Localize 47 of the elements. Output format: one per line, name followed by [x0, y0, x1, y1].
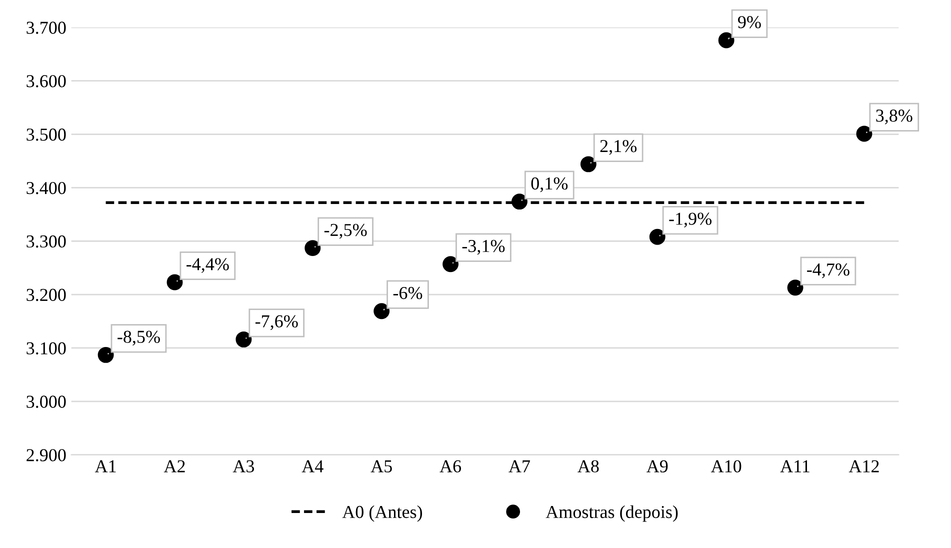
- x-tick-label: A8: [578, 460, 599, 472]
- annotation: -4,4%: [186, 258, 229, 273]
- x-tick-label: A10: [710, 460, 742, 472]
- x-tick-label: A9: [646, 460, 668, 472]
- point: [718, 32, 734, 48]
- point: [856, 126, 872, 142]
- y-tick-label: 3.200: [26, 288, 66, 302]
- x-tick-label: A7: [508, 460, 530, 472]
- point: [649, 228, 666, 245]
- annotation: -1,9%: [669, 212, 712, 228]
- y-tick-label: 3.100: [26, 342, 66, 354]
- y-tick-label: 3.700: [26, 22, 66, 34]
- x-tick-label: A11: [780, 460, 810, 472]
- point: [787, 280, 804, 296]
- x-tick-label: A2: [164, 460, 185, 472]
- point: [98, 346, 114, 363]
- point: [512, 194, 528, 210]
- x-tick-label: A1: [94, 460, 116, 472]
- annotation: 9%: [738, 16, 761, 28]
- point: [236, 331, 252, 348]
- annotation: -8,5%: [118, 330, 160, 346]
- point: [166, 274, 183, 290]
- annotation: 0,1%: [531, 177, 568, 192]
- y-tick-label: 3.400: [26, 182, 66, 194]
- x-tick-label: A12: [848, 460, 879, 472]
- x-tick-label: A4: [302, 460, 324, 472]
- y-tick-label: 3.300: [26, 235, 66, 248]
- annotation: -3,1%: [462, 240, 505, 255]
- point: [304, 240, 321, 256]
- x-tick-label: A3: [232, 460, 254, 472]
- y-tick-label: 3.600: [26, 75, 66, 88]
- y-tick-label: 3.000: [26, 396, 66, 408]
- x-tick-label: A5: [370, 460, 392, 472]
- annotation: -7,6%: [255, 315, 298, 330]
- annotation: 3,8%: [876, 110, 912, 124]
- legend-label: Amostras (depois): [546, 505, 678, 522]
- point: [580, 156, 596, 172]
- x-tick-label: A6: [440, 460, 462, 472]
- point: [374, 303, 390, 320]
- y-tick-label: 3.500: [26, 128, 66, 141]
- annotation: -2,5%: [324, 224, 367, 239]
- legend-label: A0 (Antes): [342, 505, 422, 522]
- annotation: -6%: [393, 286, 422, 300]
- annotation: -4,7%: [807, 263, 850, 278]
- y-tick-label: 2.900: [26, 449, 66, 462]
- point: [442, 256, 459, 272]
- annotation: 2,1%: [600, 140, 637, 155]
